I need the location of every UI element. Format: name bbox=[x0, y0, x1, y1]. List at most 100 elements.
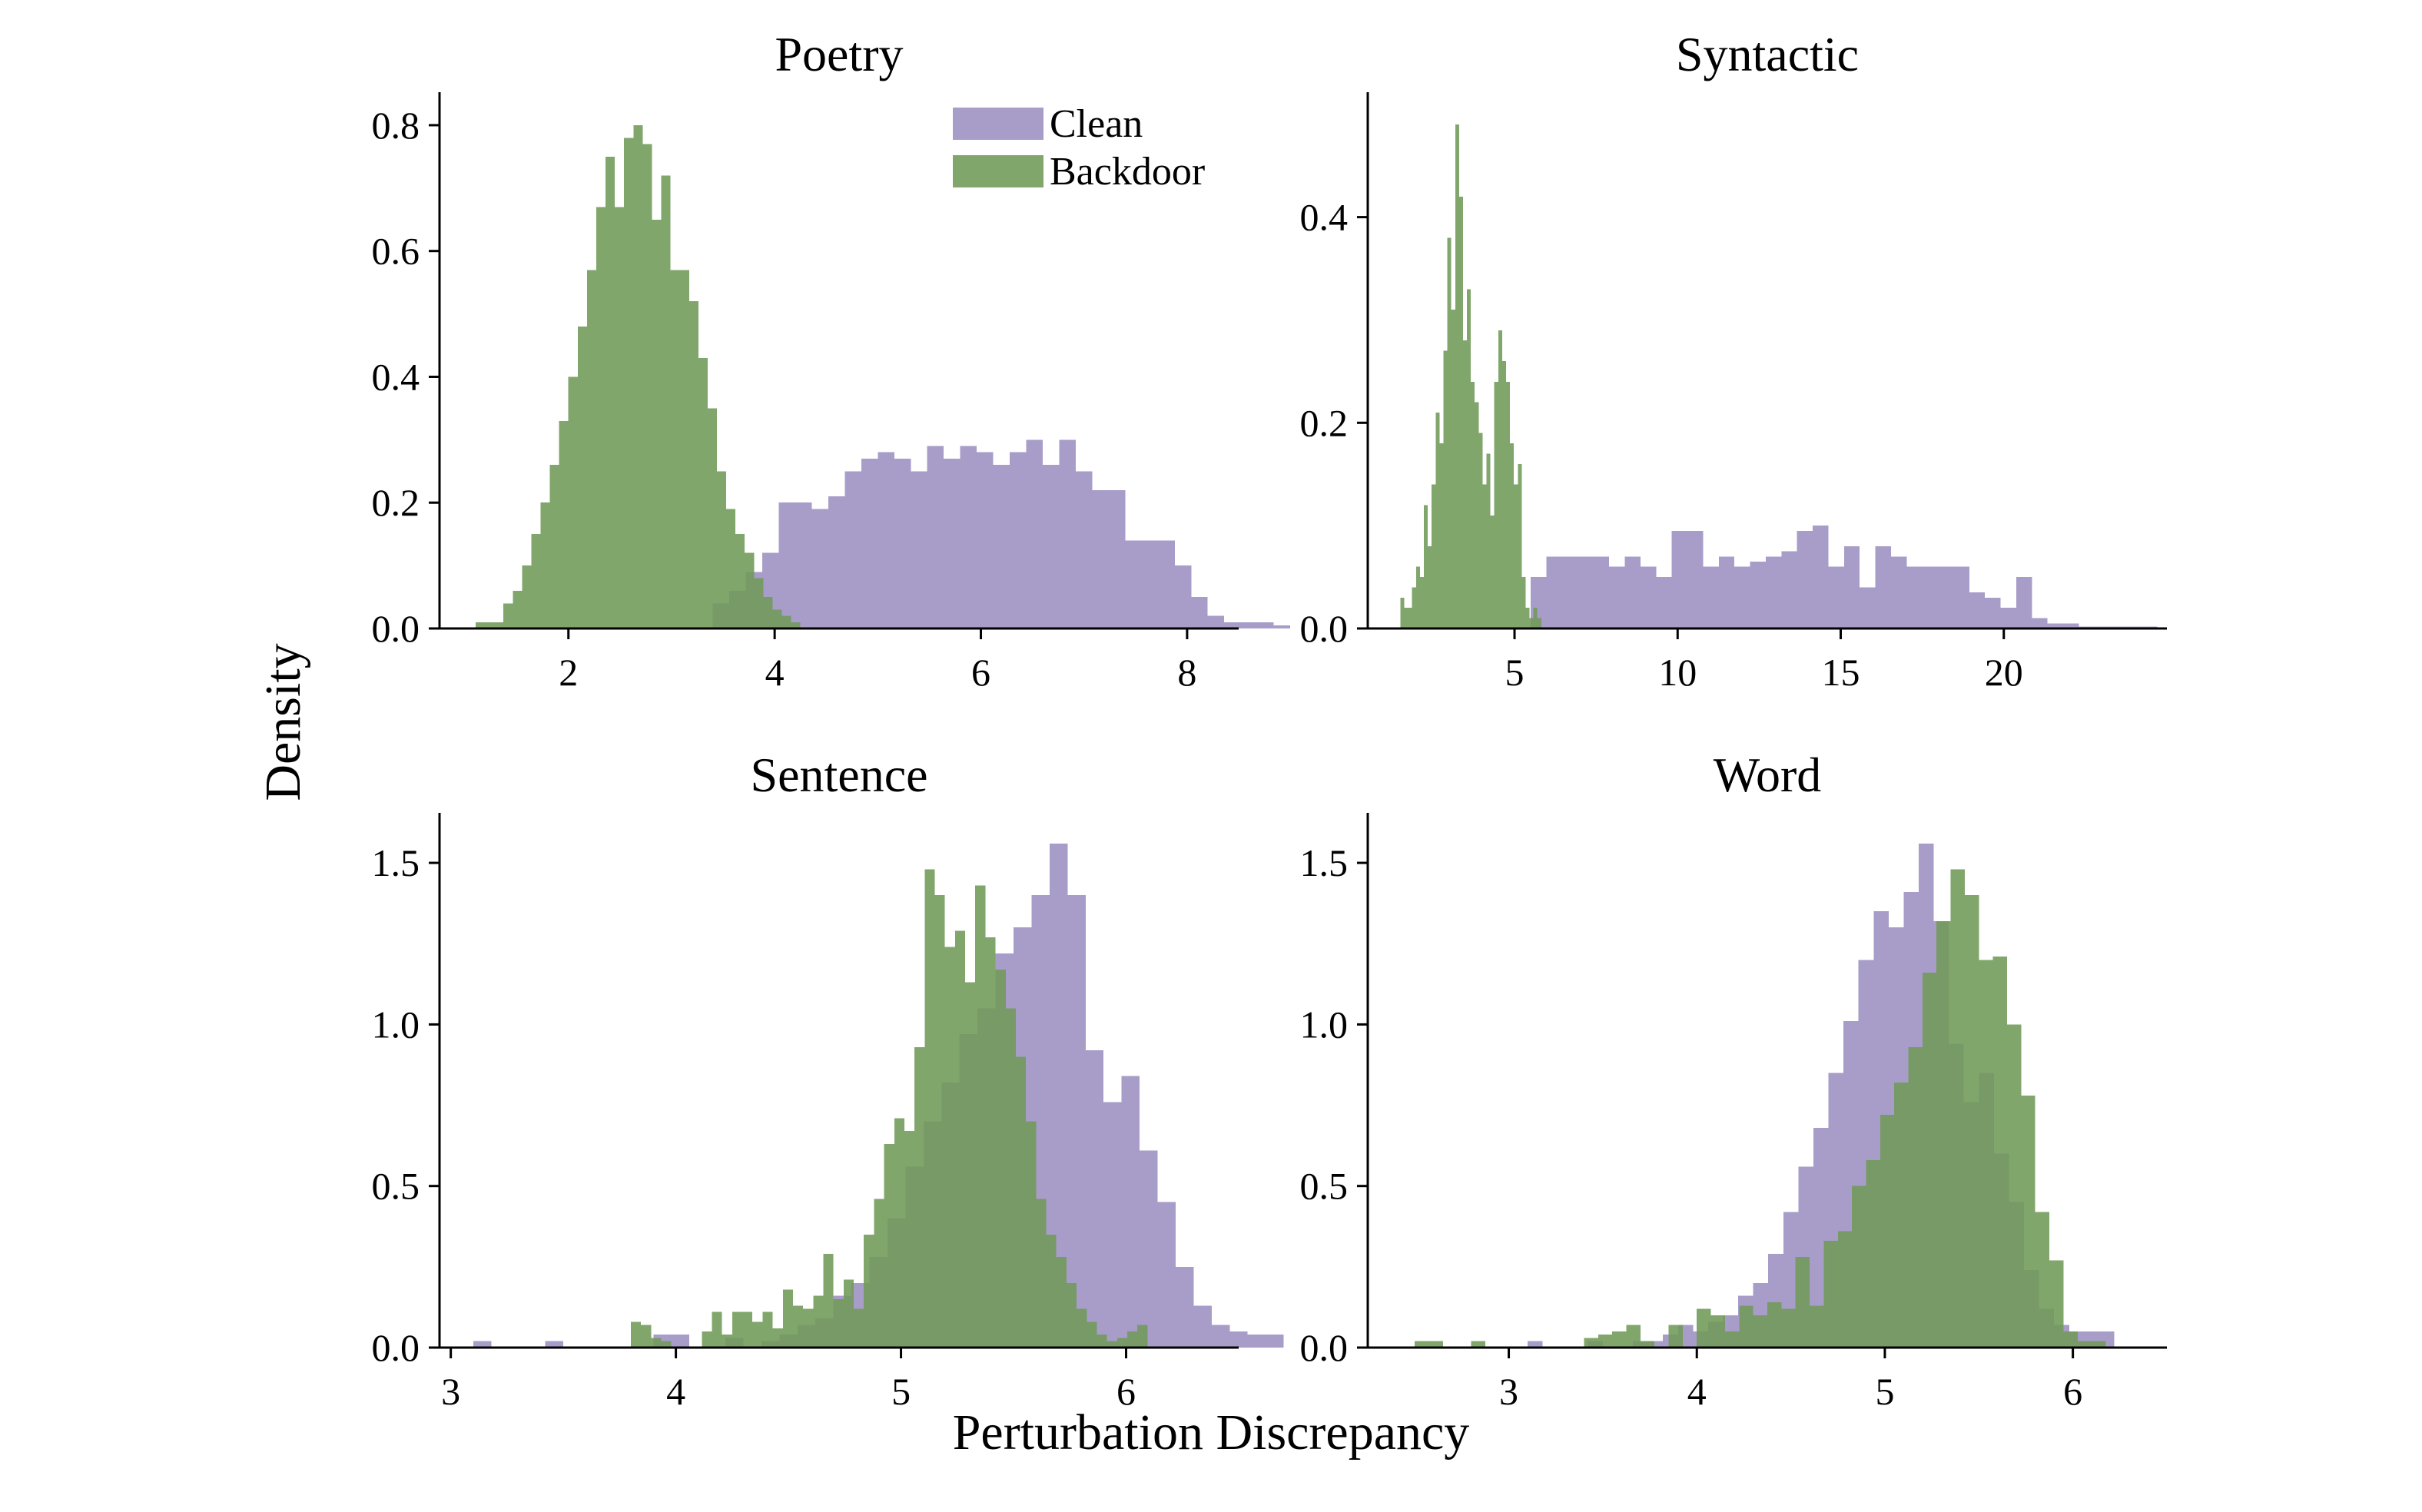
x-tick-label: 6 bbox=[2063, 1370, 2082, 1413]
bar-clean bbox=[1813, 526, 1829, 628]
bar-backdoor bbox=[1462, 340, 1468, 628]
bar-clean bbox=[1193, 1305, 1212, 1348]
bar-backdoor bbox=[661, 175, 671, 628]
bar-clean bbox=[911, 471, 927, 628]
bar-backdoor bbox=[615, 207, 625, 628]
bar-backdoor bbox=[1823, 1241, 1838, 1348]
bar-clean bbox=[1121, 1076, 1140, 1348]
bar-backdoor bbox=[707, 408, 717, 628]
bar-backdoor bbox=[549, 465, 559, 628]
bar-clean bbox=[1734, 566, 1750, 628]
bar-backdoor bbox=[742, 1311, 753, 1348]
bar-backdoor bbox=[1432, 484, 1436, 628]
bar-clean bbox=[1938, 566, 1954, 628]
subplot-sentence: 3 4 5 6 0.0 0.5 1.0 1.5 Sentence bbox=[372, 748, 1284, 1413]
bar-backdoor bbox=[503, 603, 513, 628]
series-backdoor bbox=[1400, 124, 1541, 629]
y-tick-label: 0.8 bbox=[372, 104, 420, 147]
bar-clean bbox=[960, 446, 977, 628]
bar-backdoor bbox=[1979, 960, 1993, 1348]
bar-backdoor bbox=[2007, 1024, 2022, 1348]
bar-clean bbox=[993, 465, 1010, 628]
bar-backdoor bbox=[763, 597, 773, 628]
x-tick-label: 2 bbox=[559, 651, 578, 694]
bar-clean bbox=[1843, 545, 1860, 628]
x-tick-label: 4 bbox=[1687, 1370, 1707, 1413]
bar-backdoor bbox=[577, 326, 587, 628]
y-tick-label: 0.6 bbox=[372, 230, 420, 273]
bar-clean bbox=[1257, 622, 1274, 628]
bar-clean bbox=[1985, 597, 2001, 628]
bar-clean bbox=[778, 502, 795, 628]
bar-backdoor bbox=[1514, 484, 1518, 628]
bar-backdoor bbox=[1087, 1321, 1097, 1348]
bar-clean bbox=[977, 452, 994, 628]
bar-clean bbox=[1266, 1335, 1284, 1348]
bar-clean bbox=[1922, 566, 1939, 628]
bar-backdoor bbox=[1475, 402, 1479, 628]
bar-clean bbox=[1656, 577, 1672, 628]
bar-backdoor bbox=[884, 1144, 894, 1348]
bar-clean bbox=[861, 458, 878, 628]
bar-backdoor bbox=[1447, 237, 1452, 628]
bar-backdoor bbox=[2077, 1341, 2092, 1348]
bar-backdoor bbox=[540, 502, 550, 628]
bar-backdoor bbox=[1510, 443, 1515, 628]
y-tick-label: 0.2 bbox=[372, 481, 420, 524]
y-tick-label: 0.5 bbox=[1300, 1165, 1349, 1208]
bar-backdoor bbox=[1471, 381, 1475, 628]
bar-clean bbox=[1229, 1331, 1248, 1348]
bar-backdoor bbox=[1443, 350, 1448, 628]
bar-backdoor bbox=[1428, 1341, 1443, 1348]
bar-clean bbox=[1890, 556, 1907, 628]
bar-backdoor bbox=[781, 615, 791, 628]
x-tick-label: 5 bbox=[891, 1370, 911, 1413]
x-tick-label: 3 bbox=[1499, 1370, 1518, 1413]
bar-backdoor bbox=[1992, 957, 2007, 1348]
bar-backdoor bbox=[1781, 1308, 1796, 1348]
bar-backdoor bbox=[1482, 484, 1487, 628]
bar-backdoor bbox=[1950, 869, 1965, 1348]
bar-clean bbox=[1528, 1341, 1543, 1348]
bar-clean bbox=[1687, 530, 1704, 628]
bar-backdoor bbox=[631, 1321, 642, 1348]
bar-backdoor bbox=[1056, 1257, 1067, 1348]
bar-backdoor bbox=[745, 552, 755, 628]
subplot-title: Word bbox=[1714, 748, 1822, 802]
legend-clean-swatch bbox=[953, 108, 1043, 140]
subplot-word: 3 4 5 6 0.0 0.5 1.0 1.5 Word bbox=[1300, 748, 2167, 1413]
bar-clean bbox=[1174, 565, 1192, 628]
bar-backdoor bbox=[1529, 618, 1534, 628]
bar-clean bbox=[1781, 551, 1797, 628]
bar-backdoor bbox=[1640, 1341, 1655, 1348]
series-clean bbox=[712, 439, 1291, 628]
bar-backdoor bbox=[726, 509, 736, 628]
bar-backdoor bbox=[722, 1335, 732, 1348]
x-tick-label: 20 bbox=[1985, 651, 2023, 694]
bar-clean bbox=[1026, 439, 1043, 628]
bar-backdoor bbox=[1501, 361, 1506, 628]
bar-backdoor bbox=[1428, 545, 1432, 628]
bar-clean bbox=[1224, 622, 1241, 628]
bar-backdoor bbox=[716, 471, 727, 628]
bar-backdoor bbox=[965, 982, 976, 1348]
bar-backdoor bbox=[735, 534, 745, 628]
bar-backdoor bbox=[1753, 1315, 1767, 1348]
bar-backdoor bbox=[1505, 381, 1511, 628]
bar-backdoor bbox=[1435, 412, 1440, 628]
x-tick-label: 4 bbox=[666, 1370, 685, 1413]
bar-backdoor bbox=[782, 1289, 793, 1348]
bar-backdoor bbox=[864, 1234, 874, 1348]
bar-backdoor bbox=[1668, 1325, 1683, 1348]
subplot-title: Syntactic bbox=[1676, 27, 1859, 81]
bar-clean bbox=[1875, 545, 1891, 628]
bar-backdoor bbox=[1005, 1008, 1016, 1348]
y-tick-label: 0.4 bbox=[372, 355, 420, 398]
bar-clean bbox=[1906, 566, 1923, 628]
bar-backdoor bbox=[633, 124, 643, 628]
bar-backdoor bbox=[854, 1308, 864, 1348]
x-axis-label: Perturbation Discrepancy bbox=[953, 1404, 1470, 1461]
bar-backdoor bbox=[1026, 1121, 1037, 1348]
bar-clean bbox=[1059, 439, 1076, 628]
